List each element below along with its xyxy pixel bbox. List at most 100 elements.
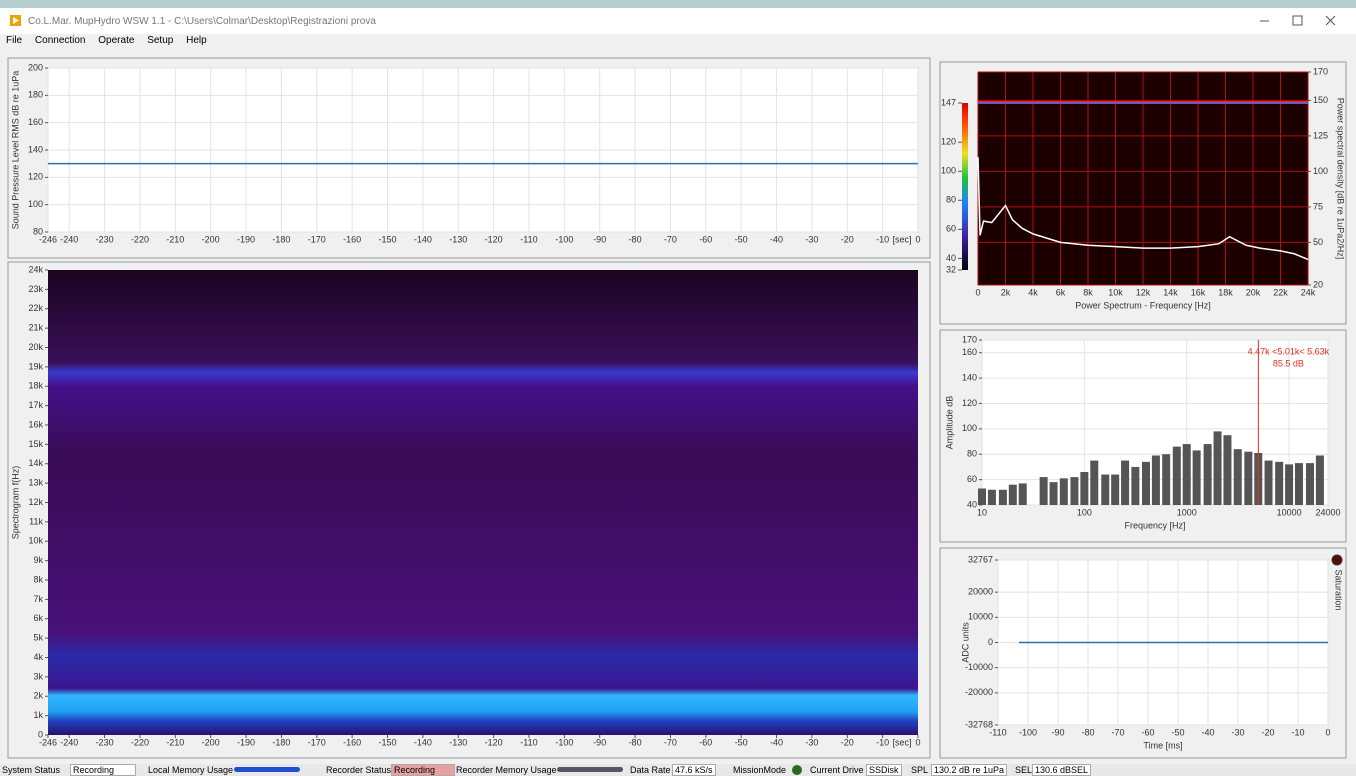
bar bbox=[1193, 450, 1201, 505]
bar bbox=[1223, 435, 1231, 505]
y-axis-label: Spectrogram f(Hz) bbox=[10, 466, 20, 540]
bar bbox=[1183, 444, 1191, 505]
x-tick-label: 0 bbox=[915, 234, 920, 244]
bar bbox=[999, 490, 1007, 505]
bar bbox=[1265, 461, 1273, 505]
y-tick-label: 3k bbox=[33, 671, 43, 681]
x-tick-label: -130 bbox=[449, 234, 467, 244]
y-tick-label: 180 bbox=[28, 90, 43, 100]
bar bbox=[1204, 444, 1212, 505]
y-tick-label: 9k bbox=[33, 555, 43, 565]
y-tick-label: 10k bbox=[28, 536, 43, 546]
y2-axis-label: Power spectral density [dB re 1uPa2/Hz] bbox=[1336, 98, 1346, 260]
y-tick-label: -20000 bbox=[965, 687, 993, 697]
x-unit: [sec] bbox=[892, 737, 911, 747]
y-tick-label: 80 bbox=[967, 449, 977, 459]
y-tick-label: 14k bbox=[28, 458, 43, 468]
y-tick-label: 22k bbox=[28, 303, 43, 313]
saturation-led bbox=[1332, 555, 1342, 565]
y-tick-label: 18k bbox=[28, 381, 43, 391]
x-tick-label: -70 bbox=[664, 737, 677, 747]
x-tick-label: 4k bbox=[1028, 287, 1038, 297]
x-axis-label: Power Spectrum - Frequency [Hz] bbox=[1075, 300, 1211, 310]
colorbar-tick-label: 120 bbox=[941, 137, 956, 147]
bar bbox=[1244, 452, 1252, 505]
x-unit: [sec] bbox=[892, 234, 911, 244]
bar bbox=[1070, 477, 1078, 505]
x-tick-label: 10k bbox=[1108, 287, 1123, 297]
x-tick-label: -40 bbox=[1201, 727, 1214, 737]
x-tick-label: -90 bbox=[593, 737, 606, 747]
y-tick-label: 100 bbox=[1313, 166, 1328, 176]
x-tick-label: -90 bbox=[1051, 727, 1064, 737]
y-tick-label: 200 bbox=[28, 62, 43, 72]
x-tick-label: -80 bbox=[629, 737, 642, 747]
x-tick-label: -150 bbox=[379, 234, 397, 244]
bar bbox=[1080, 472, 1088, 505]
x-tick-label: -220 bbox=[131, 234, 149, 244]
y-tick-label: 21k bbox=[28, 323, 43, 333]
y-tick-label: 19k bbox=[28, 361, 43, 371]
y-tick-label: 12k bbox=[28, 497, 43, 507]
bar bbox=[988, 490, 996, 505]
x-tick-label: -30 bbox=[805, 737, 818, 747]
x-tick-label: 14k bbox=[1163, 287, 1178, 297]
bar bbox=[1234, 449, 1242, 505]
x-tick-label: -60 bbox=[1141, 727, 1154, 737]
x-axis-label: Time [ms] bbox=[1143, 740, 1182, 750]
y-tick-label: 24k bbox=[28, 264, 43, 274]
y-tick-label: 8k bbox=[33, 574, 43, 584]
y-tick-label: 6k bbox=[33, 613, 43, 623]
x-tick-label: -10 bbox=[876, 234, 889, 244]
bar bbox=[1050, 482, 1058, 505]
y-tick-label: 50 bbox=[1313, 237, 1323, 247]
colorbar-tick-label: 32 bbox=[946, 264, 956, 274]
x-tick-label: 100 bbox=[1077, 507, 1092, 517]
x-tick-label: 18k bbox=[1218, 287, 1233, 297]
y-tick-label: 20000 bbox=[968, 587, 993, 597]
x-tick-label: 24000 bbox=[1315, 507, 1340, 517]
y-tick-label: 100 bbox=[28, 199, 43, 209]
bar bbox=[1121, 461, 1129, 505]
y-tick-label: 0 bbox=[988, 637, 993, 647]
y-tick-label: -32768 bbox=[965, 719, 993, 729]
x-tick-label: -60 bbox=[699, 234, 712, 244]
x-tick-label: -130 bbox=[449, 737, 467, 747]
y-tick-label: 0 bbox=[38, 729, 43, 739]
y-tick-label: 40 bbox=[967, 499, 977, 509]
bar bbox=[1214, 431, 1222, 505]
bar bbox=[1009, 485, 1017, 505]
x-tick-label: -230 bbox=[96, 737, 114, 747]
x-tick-label: -100 bbox=[555, 737, 573, 747]
x-tick-label: -150 bbox=[379, 737, 397, 747]
x-tick-label: -170 bbox=[308, 737, 326, 747]
y-tick-label: 11k bbox=[29, 516, 43, 526]
x-tick-label: -160 bbox=[343, 737, 361, 747]
colorbar bbox=[962, 103, 968, 270]
y-tick-label: 20 bbox=[1313, 279, 1323, 289]
x-tick-label: -180 bbox=[272, 234, 290, 244]
cursor-label: 4.47k <5.01k< 5.63k bbox=[1248, 346, 1330, 356]
bar bbox=[1295, 463, 1303, 505]
bar bbox=[1142, 462, 1150, 505]
x-tick-label: -240 bbox=[60, 737, 78, 747]
x-tick-label: 0 bbox=[975, 287, 980, 297]
x-tick-label: -10 bbox=[1291, 727, 1304, 737]
x-tick-label: -50 bbox=[735, 737, 748, 747]
x-tick-label: -120 bbox=[485, 234, 503, 244]
y-tick-label: 125 bbox=[1313, 130, 1328, 140]
bar bbox=[978, 489, 986, 506]
x-tick-label: -60 bbox=[699, 737, 712, 747]
x-tick-label: -240 bbox=[60, 234, 78, 244]
x-tick-label: 1000 bbox=[1177, 507, 1197, 517]
y-tick-label: 160 bbox=[28, 117, 43, 127]
y-axis-label: Amplitude dB bbox=[944, 396, 954, 450]
x-tick-label: -170 bbox=[308, 234, 326, 244]
bar bbox=[1040, 477, 1048, 505]
x-tick-label: -230 bbox=[96, 234, 114, 244]
bar bbox=[1101, 475, 1109, 505]
x-tick-label: -110 bbox=[520, 737, 537, 747]
y-tick-label: 10000 bbox=[968, 612, 993, 622]
x-tick-label: -20 bbox=[1261, 727, 1274, 737]
y-tick-label: 4k bbox=[33, 652, 43, 662]
